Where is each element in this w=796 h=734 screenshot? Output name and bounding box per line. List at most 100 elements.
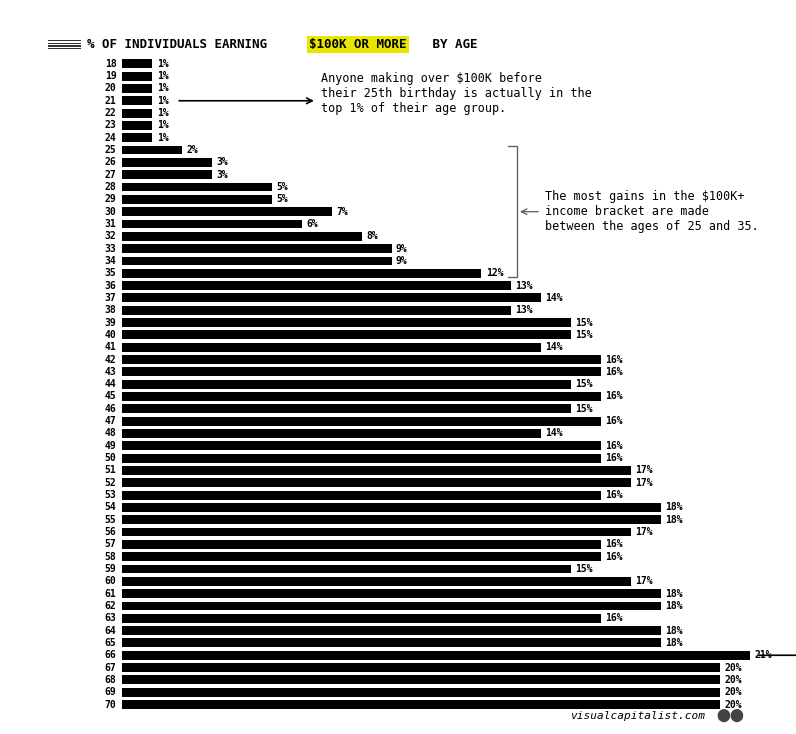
Text: 49: 49 [105, 441, 116, 451]
Text: 62: 62 [105, 601, 116, 611]
Text: 16%: 16% [605, 490, 622, 500]
Text: 36: 36 [105, 280, 116, 291]
Text: Anyone making over $100K before
their 25th birthday is actually in the
top 1% of: Anyone making over $100K before their 25… [322, 72, 592, 115]
Text: 16%: 16% [605, 367, 622, 377]
Text: 57: 57 [105, 539, 116, 549]
Bar [123, 195, 272, 204]
Text: 20%: 20% [725, 675, 743, 685]
Bar [123, 330, 571, 339]
Text: 16%: 16% [605, 453, 622, 463]
Text: 24: 24 [105, 133, 116, 142]
Text: 32: 32 [105, 231, 116, 241]
Bar [123, 454, 601, 462]
Bar [123, 441, 601, 450]
Text: 52: 52 [105, 478, 116, 488]
Text: 21%: 21% [755, 650, 772, 661]
Text: 13%: 13% [516, 305, 533, 315]
Text: 30: 30 [105, 207, 116, 217]
Bar [123, 626, 661, 635]
Bar [123, 429, 541, 438]
Text: 27: 27 [105, 170, 116, 180]
Text: 60: 60 [105, 576, 116, 586]
Text: 1%: 1% [157, 71, 169, 81]
Bar [123, 145, 182, 154]
Text: 45: 45 [105, 391, 116, 401]
Text: 3%: 3% [217, 157, 228, 167]
Text: 8%: 8% [366, 231, 378, 241]
Text: The most gains in the $100K+
income bracket are made
between the ages of 25 and : The most gains in the $100K+ income brac… [545, 190, 759, 233]
Bar [123, 602, 661, 611]
Bar [123, 232, 361, 241]
Text: 15%: 15% [576, 330, 593, 340]
Text: 25: 25 [105, 145, 116, 155]
Bar [123, 306, 511, 315]
Text: 26: 26 [105, 157, 116, 167]
Text: 18%: 18% [665, 515, 683, 525]
Text: 16%: 16% [605, 391, 622, 401]
Text: 18%: 18% [665, 502, 683, 512]
Bar [123, 281, 511, 290]
Bar [123, 256, 392, 266]
Text: $100K OR MORE: $100K OR MORE [309, 38, 407, 51]
Text: 20%: 20% [725, 700, 743, 710]
Text: 47: 47 [105, 416, 116, 426]
Text: 55: 55 [105, 515, 116, 525]
Text: 64: 64 [105, 625, 116, 636]
Text: 5%: 5% [276, 182, 288, 192]
Text: 44: 44 [105, 379, 116, 389]
Text: 42: 42 [105, 355, 116, 365]
Text: 65: 65 [105, 638, 116, 648]
Bar [123, 589, 661, 598]
Text: 40: 40 [105, 330, 116, 340]
Text: 1%: 1% [157, 133, 169, 142]
Bar [123, 96, 152, 105]
Text: 15%: 15% [576, 379, 593, 389]
Bar [123, 479, 630, 487]
Text: 9%: 9% [396, 244, 408, 254]
Text: 1%: 1% [157, 120, 169, 131]
Bar [123, 614, 601, 622]
Bar [123, 368, 601, 377]
Text: 3%: 3% [217, 170, 228, 180]
Bar [123, 404, 571, 413]
Text: 21: 21 [105, 95, 116, 106]
Text: 68: 68 [105, 675, 116, 685]
Text: 20%: 20% [725, 687, 743, 697]
Text: 39: 39 [105, 318, 116, 327]
Bar [123, 318, 571, 327]
Bar [123, 564, 571, 573]
Text: 56: 56 [105, 527, 116, 537]
Text: 63: 63 [105, 614, 116, 623]
Bar [48, 41, 80, 43]
Bar [123, 651, 750, 660]
Text: 69: 69 [105, 687, 116, 697]
Text: 33: 33 [105, 244, 116, 254]
Text: 18: 18 [105, 59, 116, 69]
Bar [123, 577, 630, 586]
Text: 59: 59 [105, 564, 116, 574]
Text: 54: 54 [105, 502, 116, 512]
Bar [48, 40, 80, 49]
Bar [123, 269, 481, 277]
Text: 66: 66 [105, 650, 116, 661]
Bar [123, 675, 720, 684]
Text: 43: 43 [105, 367, 116, 377]
Text: 23: 23 [105, 120, 116, 131]
Text: 20%: 20% [725, 663, 743, 672]
Text: 14%: 14% [545, 342, 563, 352]
Text: 31: 31 [105, 219, 116, 229]
Text: 2%: 2% [187, 145, 198, 155]
Text: 67: 67 [105, 663, 116, 672]
Bar [123, 466, 630, 475]
Text: 20: 20 [105, 84, 116, 93]
Text: 14%: 14% [545, 293, 563, 303]
Text: visualcapitalist.com: visualcapitalist.com [571, 711, 705, 721]
Bar [123, 183, 272, 192]
Bar [123, 244, 392, 253]
Text: 1%: 1% [157, 108, 169, 118]
Bar [123, 294, 541, 302]
Text: 16%: 16% [605, 552, 622, 562]
Bar [123, 84, 152, 93]
Text: 16%: 16% [605, 416, 622, 426]
Bar [123, 134, 152, 142]
